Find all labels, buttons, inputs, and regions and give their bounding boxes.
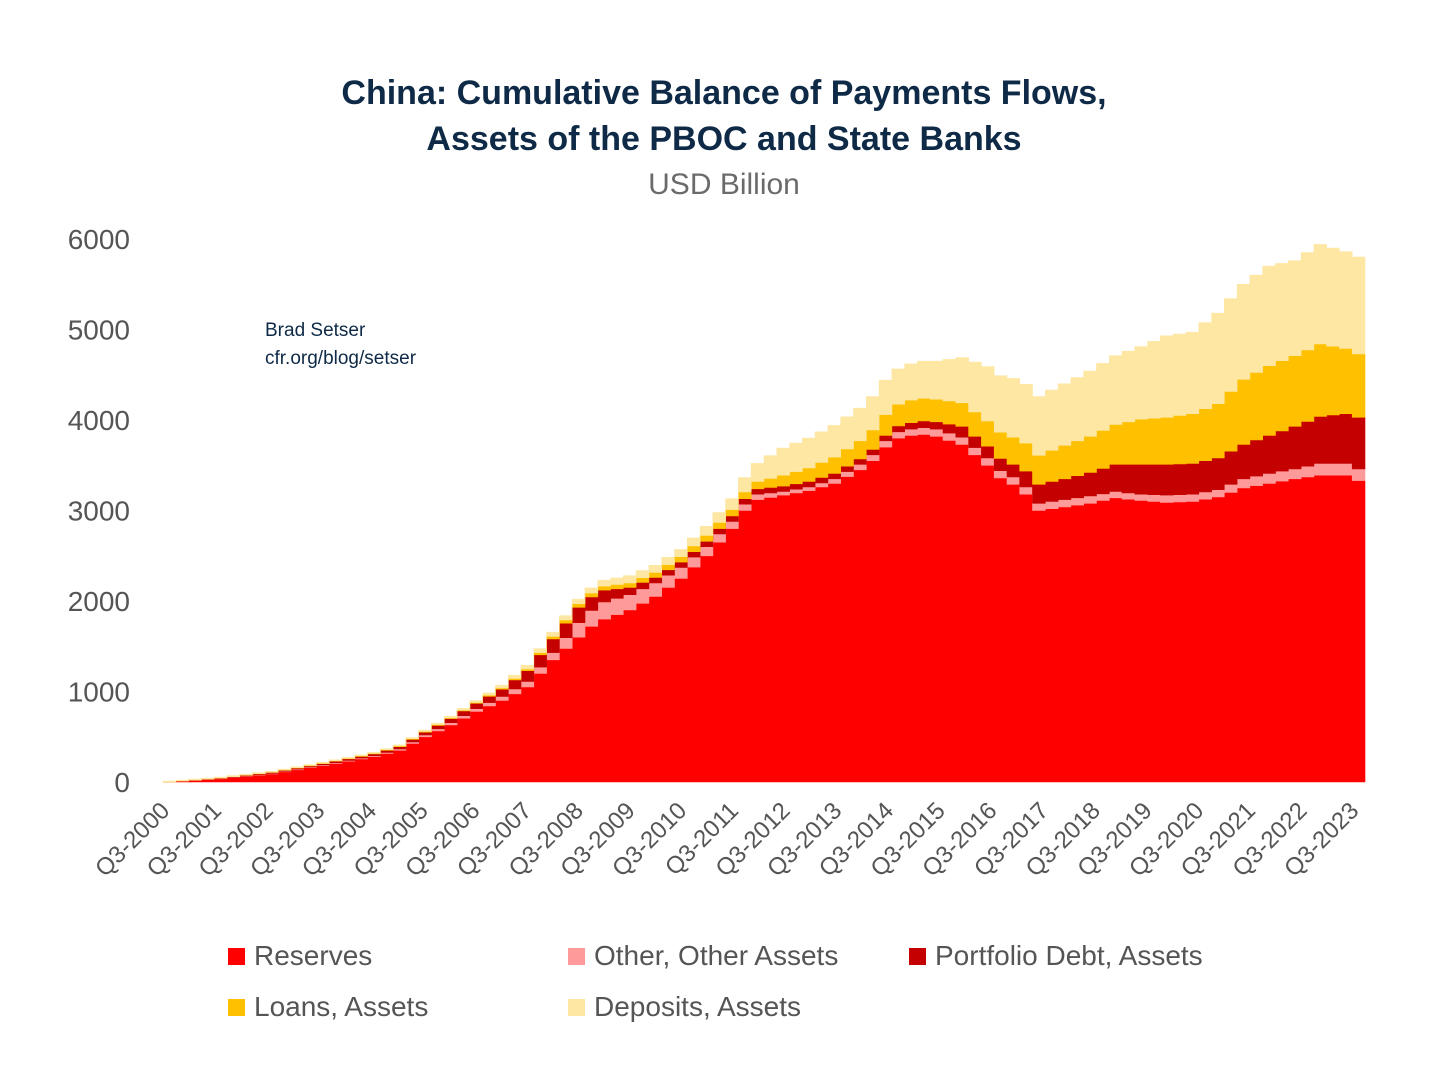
y-tick-label: 0 bbox=[114, 767, 130, 798]
credit-url: cfr.org/blog/setser bbox=[265, 348, 417, 369]
chart-title-line1: China: Cumulative Balance of Payments Fl… bbox=[341, 74, 1107, 112]
y-tick-label: 6000 bbox=[68, 224, 130, 255]
y-tick-label: 5000 bbox=[68, 315, 130, 346]
y-tick-label: 2000 bbox=[68, 586, 130, 617]
chart-subtitle: USD Billion bbox=[648, 168, 800, 201]
y-tick-label: 3000 bbox=[68, 496, 130, 527]
series-area-deposits-assets bbox=[162, 244, 1366, 783]
chart-title-line2: Assets of the PBOC and State Banks bbox=[426, 120, 1022, 158]
y-tick-label: 4000 bbox=[68, 405, 130, 436]
credit-author: Brad Setser bbox=[265, 320, 366, 341]
y-tick-label: 1000 bbox=[68, 677, 130, 708]
